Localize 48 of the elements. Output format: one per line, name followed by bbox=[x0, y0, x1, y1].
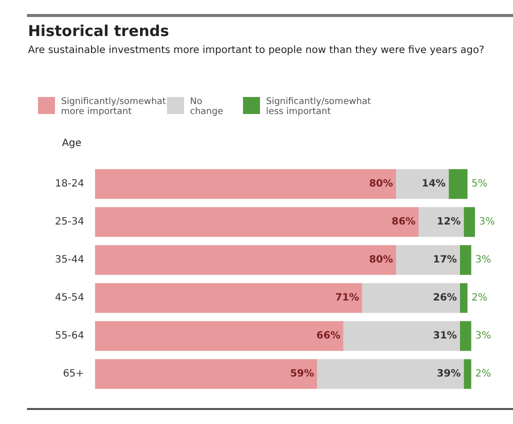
data-label: 59% bbox=[290, 368, 314, 380]
bar bbox=[460, 321, 472, 351]
bar bbox=[95, 359, 318, 389]
data-label: 66% bbox=[316, 330, 340, 342]
data-label: 26% bbox=[433, 292, 457, 304]
y-tick-label: 18-24 bbox=[54, 178, 84, 190]
bar bbox=[460, 245, 472, 275]
data-label: 5% bbox=[471, 178, 488, 190]
y-tick-label: 35-44 bbox=[54, 254, 84, 266]
chart-title: Historical trends bbox=[28, 22, 170, 40]
data-label: 12% bbox=[436, 216, 461, 228]
data-label: 3% bbox=[475, 254, 492, 266]
y-axis-title: Age bbox=[62, 138, 82, 149]
legend-label: No change bbox=[190, 97, 224, 117]
bar bbox=[317, 359, 464, 389]
legend-label: Significantly/somewhat less important bbox=[266, 97, 371, 117]
data-label: 31% bbox=[433, 330, 457, 342]
bar bbox=[448, 169, 468, 199]
bar bbox=[95, 283, 362, 313]
data-label: 3% bbox=[479, 216, 495, 228]
bar bbox=[95, 321, 344, 351]
data-label: 80% bbox=[369, 254, 393, 266]
data-label: 14% bbox=[422, 178, 446, 190]
data-label: 2% bbox=[475, 368, 492, 380]
bar bbox=[95, 207, 419, 237]
bar bbox=[343, 321, 460, 351]
data-label: 80% bbox=[369, 178, 393, 190]
data-label: 86% bbox=[392, 216, 416, 228]
bar bbox=[396, 169, 449, 199]
data-label: 3% bbox=[475, 330, 492, 342]
bar bbox=[95, 169, 396, 199]
data-label: 17% bbox=[433, 254, 457, 266]
bar bbox=[396, 245, 460, 275]
y-tick-label: 55-64 bbox=[54, 330, 84, 342]
bar bbox=[460, 283, 468, 313]
y-tick-label: 65+ bbox=[62, 368, 84, 380]
chart-subtitle: Are sustainable investments more important to people now than they were five years ago? bbox=[28, 44, 486, 57]
bar bbox=[418, 207, 464, 237]
data-label: 2% bbox=[471, 292, 488, 304]
bar bbox=[464, 359, 472, 389]
data-label: 71% bbox=[335, 292, 360, 304]
data-label: 39% bbox=[436, 368, 461, 380]
bar bbox=[362, 283, 460, 313]
bar bbox=[464, 207, 475, 237]
bar bbox=[95, 245, 396, 275]
legend-label: Significantly/somewhat more important bbox=[61, 97, 166, 117]
y-tick-label: 45-54 bbox=[54, 292, 84, 304]
y-tick-label: 25-34 bbox=[54, 216, 84, 228]
